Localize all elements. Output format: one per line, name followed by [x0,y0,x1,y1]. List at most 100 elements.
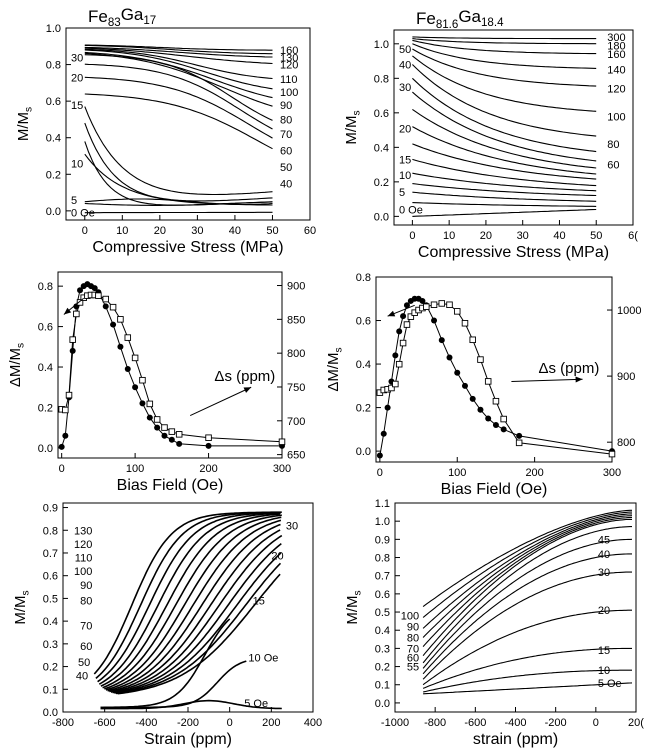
y-axis-label: M/Ms [343,110,363,144]
x-tick-label: 0 [82,225,88,237]
curve-label: 20 [399,123,411,135]
x-tick-label: 100 [448,467,466,479]
y-tick-label: 0.8 [43,525,58,537]
curve [84,63,273,130]
curve-label: 120 [607,84,625,96]
y-tick-label: 0.1 [375,680,390,692]
data-point-square [175,431,183,438]
x-tick-label: 100 [126,463,144,475]
x-axis-label: Compressive Stress (MPa) [92,239,283,256]
x-tick-label: 0 [377,467,383,479]
data-point-circle [161,432,168,439]
y-tick-label: 0.2 [46,169,61,181]
x-tick-label: 30 [191,225,203,237]
data-point-square [205,434,212,441]
x-tick-label: 10 [116,225,128,237]
curve-label: 0 Oe [399,204,423,216]
data-point-square [73,310,80,318]
right-axis-label: Δs (ppm) [214,368,275,385]
data-point-square [492,397,500,405]
data-point-square [153,416,161,423]
y-axis-label: M/Ms [344,590,364,624]
curve-label: 300 [607,32,625,44]
curve [84,44,273,55]
data-point-square [469,336,476,344]
y-tick-label: 1.1 [375,498,390,510]
curve [422,513,632,629]
x-tick-label: 30 [517,230,529,242]
data-point-circle [132,384,139,391]
data-point-circle [492,422,499,428]
y2-tick-label: 800 [617,437,635,449]
x-axis-label: strain (ppm) [473,731,558,748]
x-tick-label: -400 [135,717,157,729]
data-point-circle [516,432,523,439]
curve [412,36,597,40]
data-point-square [278,438,286,446]
curve [84,46,273,58]
right-axis-label: Δs (ppm) [538,360,599,377]
curve [93,511,282,675]
curve [105,519,282,691]
y-tick-label: 0.5 [43,593,58,605]
x-tick-label: 40 [553,230,565,242]
y-tick-label: 0.7 [43,548,58,560]
curve [422,669,632,693]
data-point-circle [77,287,84,294]
curve [84,153,273,206]
x-tick-label: 0 [409,230,415,242]
curve-label: 50 [78,657,90,669]
chart-panel-3: 0 100 200 300 0.0 0.2 0.4 0.6 0.8 Bias Field (Oe)… [7,271,305,494]
data-point-square [76,299,84,306]
curve-label: 80 [407,632,419,644]
curve [412,191,597,202]
curve [422,511,632,618]
curve-label: 15 [399,154,411,166]
data-point-square [430,301,438,309]
curve-label: 100 [607,111,625,123]
arrow-head [243,387,252,393]
data-point-circle [176,440,183,447]
curve [422,518,632,657]
y-tick-label: 0.0 [46,206,61,218]
y-axis-label: ΔM/Ms [7,343,27,387]
data-point-square [446,301,453,309]
curve-label: 50 [280,162,292,174]
data-point-square [608,450,616,458]
data-point-square [168,428,176,435]
curve [412,208,597,217]
curve [422,609,632,686]
y2-tick-label: 750 [287,382,305,394]
curve-label: 10 [598,665,610,677]
curve [100,513,281,687]
y2-tick-label: 850 [287,314,305,326]
curve [422,571,632,680]
x-tick-label: 400 [304,717,322,729]
y-tick-label: 0.6 [38,322,53,334]
curve-label: 90 [280,100,292,112]
data-point-square [161,424,168,431]
curve-label: 110 [75,553,93,565]
annotation-arrow [511,378,583,382]
x-tick-label: 300 [603,467,621,479]
data-point-square [388,384,395,392]
curve-label: 80 [607,139,619,151]
plot-frame [62,502,314,713]
data-point-circle [91,285,98,292]
curve-label: 60 [407,652,419,664]
curve [422,515,633,638]
curve [114,552,282,694]
y-tick-label: 0.6 [374,108,389,120]
y-tick-label: 0.6 [375,589,390,601]
y-tick-label: 0.4 [38,362,53,374]
curve-label: 120 [280,60,298,72]
chart-title: Fe83Ga17 [88,5,156,29]
x-tick-label: 300 [273,463,291,475]
data-point-circle [400,313,407,320]
y-tick-label: 0.4 [374,142,389,154]
curve [84,93,273,150]
curve [102,514,282,689]
x-axis-label: Bias Field (Oe) [441,481,548,498]
curve-label: 70 [280,129,292,141]
y-tick-label: 0.4 [356,359,371,371]
